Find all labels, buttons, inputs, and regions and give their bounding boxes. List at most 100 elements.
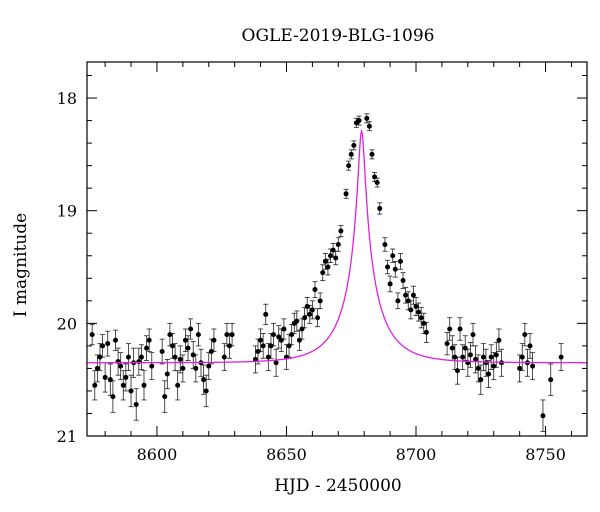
- data-point: [221, 354, 227, 360]
- data-point: [296, 337, 302, 343]
- data-points: [89, 115, 564, 419]
- data-point: [403, 292, 409, 298]
- data-point: [335, 241, 341, 247]
- data-point: [408, 307, 414, 313]
- data-point: [229, 332, 235, 338]
- data-point: [167, 332, 173, 338]
- data-point: [328, 253, 334, 259]
- data-point: [397, 258, 403, 264]
- data-point: [473, 356, 479, 362]
- data-point: [309, 307, 315, 313]
- data-point: [400, 278, 406, 284]
- data-point: [449, 345, 455, 351]
- data-point: [281, 326, 287, 332]
- data-point: [180, 365, 186, 371]
- data-point: [304, 303, 310, 309]
- data-point: [527, 343, 533, 349]
- x-axis-label: HJD - 2450000: [274, 476, 402, 496]
- y-axis-label: I magnitude: [11, 213, 31, 317]
- x-tick-label: 8750: [525, 445, 566, 464]
- data-point: [252, 356, 258, 362]
- data-point: [416, 309, 422, 315]
- axis-ticks: 8600 8650 8700 8750 18 19 20 21: [57, 62, 587, 464]
- data-point: [260, 343, 266, 349]
- data-point: [159, 349, 165, 355]
- data-point: [390, 253, 396, 259]
- data-point: [423, 329, 429, 335]
- data-point: [211, 337, 217, 343]
- data-point: [478, 377, 484, 383]
- data-point: [255, 349, 261, 355]
- data-point: [182, 337, 188, 343]
- data-point: [226, 343, 232, 349]
- data-point: [330, 247, 336, 253]
- data-point: [522, 332, 528, 338]
- data-point: [374, 180, 380, 186]
- data-point: [265, 354, 271, 360]
- data-point: [289, 332, 295, 338]
- data-point: [452, 354, 458, 360]
- data-point: [128, 388, 134, 394]
- data-point: [307, 311, 313, 317]
- data-point: [118, 363, 124, 369]
- data-point: [325, 264, 331, 270]
- data-point: [110, 394, 116, 400]
- data-point: [372, 174, 378, 180]
- data-point: [418, 315, 424, 321]
- data-point: [115, 359, 121, 365]
- data-point: [387, 281, 393, 287]
- y-tick-label: 20: [57, 314, 77, 333]
- data-point: [317, 298, 323, 304]
- data-point: [491, 363, 497, 369]
- data-point: [548, 377, 554, 383]
- data-point: [92, 382, 98, 388]
- data-point: [120, 382, 126, 388]
- data-point: [470, 332, 476, 338]
- data-point: [454, 368, 460, 374]
- data-point: [333, 255, 339, 261]
- data-point: [369, 151, 375, 157]
- data-point: [263, 311, 269, 317]
- data-point: [519, 354, 525, 360]
- data-point: [480, 354, 486, 360]
- data-point: [302, 315, 308, 321]
- y-tick-label: 21: [57, 427, 77, 446]
- data-point: [447, 326, 453, 332]
- data-point: [97, 354, 103, 360]
- data-point: [125, 354, 131, 360]
- data-point: [356, 118, 362, 124]
- data-point: [530, 363, 536, 369]
- y-tick-label: 18: [57, 89, 77, 108]
- data-point: [496, 337, 502, 343]
- data-point: [100, 343, 106, 349]
- data-point: [558, 354, 564, 360]
- data-point: [395, 298, 401, 304]
- data-point: [392, 266, 398, 272]
- data-point: [112, 337, 118, 343]
- data-point: [208, 349, 214, 355]
- data-point: [488, 354, 494, 360]
- data-point: [105, 341, 111, 347]
- data-point: [385, 264, 391, 270]
- data-point: [203, 388, 209, 394]
- data-point: [94, 365, 100, 371]
- data-point: [410, 292, 416, 298]
- data-point: [312, 287, 318, 293]
- error-bars: [89, 113, 564, 432]
- data-point: [366, 123, 372, 129]
- data-point: [475, 365, 481, 371]
- data-point: [133, 401, 139, 407]
- data-point: [299, 326, 305, 332]
- data-point: [164, 371, 170, 377]
- data-point: [144, 345, 150, 351]
- chart-title: OGLE-2019-BLG-1096: [242, 26, 435, 46]
- data-point: [493, 352, 499, 358]
- data-point: [193, 365, 199, 371]
- data-point: [136, 359, 142, 365]
- data-point: [195, 332, 201, 338]
- data-point: [224, 332, 230, 338]
- data-point: [540, 413, 546, 419]
- data-point: [467, 352, 473, 358]
- data-point: [382, 241, 388, 247]
